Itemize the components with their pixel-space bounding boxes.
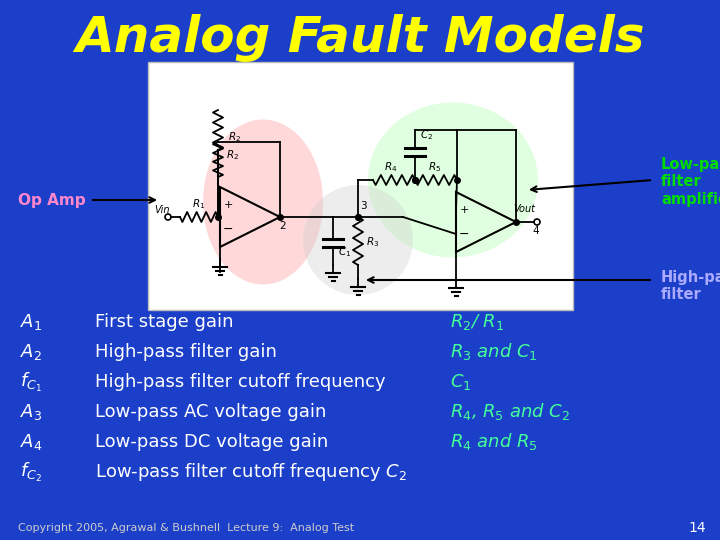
- Text: $R_4$, $R_5$ and $C_2$: $R_4$, $R_5$ and $C_2$: [450, 402, 570, 422]
- Ellipse shape: [303, 185, 413, 295]
- Text: −: −: [459, 227, 469, 240]
- Text: −: −: [222, 222, 233, 235]
- Text: $C_2$: $C_2$: [420, 128, 433, 142]
- Text: $f_{C_2}$: $f_{C_2}$: [20, 461, 42, 483]
- Ellipse shape: [203, 119, 323, 285]
- Bar: [148, 62, 573, 310]
- Text: $C_1$: $C_1$: [450, 372, 472, 392]
- Text: 14: 14: [688, 521, 706, 535]
- Text: High-pass filter gain: High-pass filter gain: [95, 343, 277, 361]
- Text: $R_4$ and $R_5$: $R_4$ and $R_5$: [450, 431, 538, 453]
- Text: $f_{C_1}$: $f_{C_1}$: [20, 370, 42, 394]
- Text: $A_2$: $A_2$: [20, 342, 42, 362]
- Text: Low-pass filter cutoff frequency $C_2$: Low-pass filter cutoff frequency $C_2$: [95, 461, 408, 483]
- Text: Low-pass DC voltage gain: Low-pass DC voltage gain: [95, 433, 328, 451]
- Text: First stage gain: First stage gain: [95, 313, 233, 331]
- Ellipse shape: [368, 103, 538, 258]
- Text: $R_3$: $R_3$: [366, 235, 379, 249]
- Text: $R_3$ and $C_1$: $R_3$ and $C_1$: [450, 341, 538, 362]
- Text: Copyright 2005, Agrawal & Bushnell  Lecture 9:  Analog Test: Copyright 2005, Agrawal & Bushnell Lectu…: [18, 523, 354, 533]
- Text: $A_1$: $A_1$: [20, 312, 42, 332]
- Text: Op Amp: Op Amp: [19, 192, 86, 207]
- Text: High-pass filter cutoff frequency: High-pass filter cutoff frequency: [95, 373, 386, 391]
- Text: $R_2$: $R_2$: [228, 130, 241, 144]
- Text: $C_1$: $C_1$: [338, 245, 351, 259]
- Text: $R_2$/ $R_1$: $R_2$/ $R_1$: [450, 312, 504, 332]
- Text: 4: 4: [533, 226, 539, 236]
- Text: +: +: [223, 200, 233, 210]
- Text: 3: 3: [360, 201, 366, 211]
- Text: $R_1$: $R_1$: [192, 197, 206, 211]
- Text: Low-pass
filter
amplifier: Low-pass filter amplifier: [661, 157, 720, 207]
- Text: $A_4$: $A_4$: [20, 432, 42, 452]
- Text: $R_2$: $R_2$: [226, 148, 239, 162]
- Text: Vout: Vout: [513, 204, 535, 214]
- Text: Low-pass AC voltage gain: Low-pass AC voltage gain: [95, 403, 326, 421]
- Text: High-pass
filter: High-pass filter: [661, 270, 720, 302]
- Text: Analog Fault Models: Analog Fault Models: [76, 14, 644, 62]
- Text: $R_4$: $R_4$: [384, 160, 397, 174]
- Text: $A_3$: $A_3$: [20, 402, 42, 422]
- Text: $R_5$: $R_5$: [428, 160, 441, 174]
- Text: Vin: Vin: [154, 205, 169, 215]
- Text: +: +: [459, 205, 469, 215]
- Text: 2: 2: [279, 221, 287, 231]
